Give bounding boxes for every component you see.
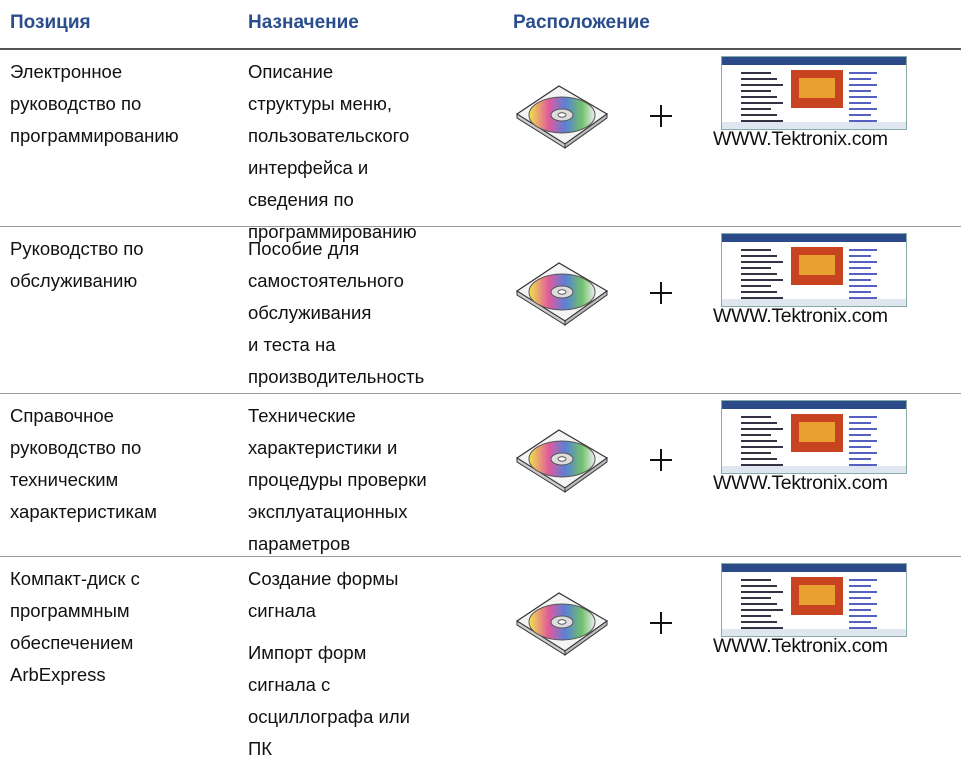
position-cell: Электронное руководство по программировани… — [10, 56, 179, 152]
text-line: осциллографа или — [248, 706, 410, 727]
text-line: и теста на — [248, 334, 336, 355]
text-line: техническим — [10, 469, 119, 490]
website-url: WWW.Tektronix.com — [713, 472, 888, 494]
purpose-cell: Описание структуры меню, пользовательского… — [248, 56, 417, 248]
text-line: сигнала — [248, 600, 316, 621]
text-line: самостоятельного — [248, 270, 404, 291]
text-line: Импорт форм — [248, 642, 367, 663]
plus-sign — [650, 282, 672, 304]
cd-icon — [515, 85, 609, 149]
row-separator — [0, 226, 961, 227]
text-line: эксплуатационных — [248, 501, 408, 522]
column-header: Расположение — [513, 12, 650, 33]
text-line: пользовательского — [248, 125, 410, 146]
text-line: производительность — [248, 366, 425, 387]
table-row: Электронное руководство по программировани… — [0, 50, 961, 242]
text-line: обеспечением — [10, 632, 134, 653]
paragraph: Импорт форм сигнала с осциллографа или ПК — [248, 637, 410, 763]
header-rule — [0, 48, 961, 50]
text-line: сведения по — [248, 189, 354, 210]
row-separator — [0, 556, 961, 557]
paragraph: Технические характеристики и процедуры про… — [248, 400, 427, 560]
website-thumbnail — [721, 233, 907, 307]
text-line: Компакт-диск с — [10, 568, 140, 589]
website-url: WWW.Tektronix.com — [713, 128, 888, 150]
text-line: сигнала с — [248, 674, 331, 695]
purpose-cell: Технические характеристики и процедуры про… — [248, 400, 427, 560]
text-line: Описание — [248, 61, 334, 82]
website-thumbnail — [721, 56, 907, 130]
table-row: Справочное руководство по техническим харак… — [0, 394, 961, 557]
paragraph: Описание структуры меню, пользовательского… — [248, 56, 417, 248]
plus-sign — [650, 105, 672, 127]
text-line: параметров — [248, 533, 351, 554]
text-line: обслуживания — [248, 302, 372, 323]
purpose-cell: Пособие для самостоятельного обслуживания и… — [248, 233, 424, 393]
text-line: Создание формы — [248, 568, 399, 589]
column-header: Позиция — [10, 12, 91, 33]
text-line: программированию — [10, 125, 179, 146]
location-cell: WWW.Tektronix.com — [513, 394, 953, 524]
paragraph: Создание формы сигнала — [248, 563, 410, 627]
location-cell: WWW.Tektronix.com — [513, 50, 953, 180]
text-line: Справочное — [10, 405, 114, 426]
paragraph: Пособие для самостоятельного обслуживания и… — [248, 233, 424, 393]
website-url: WWW.Tektronix.com — [713, 635, 888, 657]
location-cell: WWW.Tektronix.com — [513, 557, 953, 687]
plus-sign — [650, 612, 672, 634]
table-row: Руководство по обслуживанию Пособие для сам… — [0, 227, 961, 394]
position-cell: Справочное руководство по техническим харак… — [10, 400, 157, 528]
text-line: интерфейса и — [248, 157, 369, 178]
text-line: ПК — [248, 738, 273, 759]
website-thumbnail — [721, 563, 907, 637]
text-line: программным — [10, 600, 130, 621]
text-line: Пособие для — [248, 238, 360, 259]
text-line: Руководство по — [10, 238, 144, 259]
text-line: процедуры проверки — [248, 469, 427, 490]
cd-icon — [515, 262, 609, 326]
text-line: ArbExpress — [10, 664, 106, 685]
text-line: характеристикам — [10, 501, 157, 522]
purpose-cell: Создание формы сигнала Импорт форм сигнала … — [248, 563, 410, 763]
table-row: Компакт-диск с программным обеспечением Arb… — [0, 557, 961, 763]
plus-sign — [650, 449, 672, 471]
text-line: обслуживанию — [10, 270, 138, 291]
text-line: руководство по — [10, 437, 142, 458]
website-thumbnail — [721, 400, 907, 474]
row-separator — [0, 393, 961, 394]
position-cell: Компакт-диск с программным обеспечением Arb… — [10, 563, 140, 691]
cd-icon — [515, 429, 609, 493]
location-cell: WWW.Tektronix.com — [513, 227, 953, 357]
column-header: Назначение — [248, 12, 359, 33]
text-line: руководство по — [10, 93, 142, 114]
text-line: характеристики и — [248, 437, 398, 458]
cd-icon — [515, 592, 609, 656]
website-url: WWW.Tektronix.com — [713, 305, 888, 327]
text-line: Технические — [248, 405, 356, 426]
position-cell: Руководство по обслуживанию — [10, 233, 144, 297]
text-line: Электронное — [10, 61, 123, 82]
text-line: структуры меню, — [248, 93, 393, 114]
